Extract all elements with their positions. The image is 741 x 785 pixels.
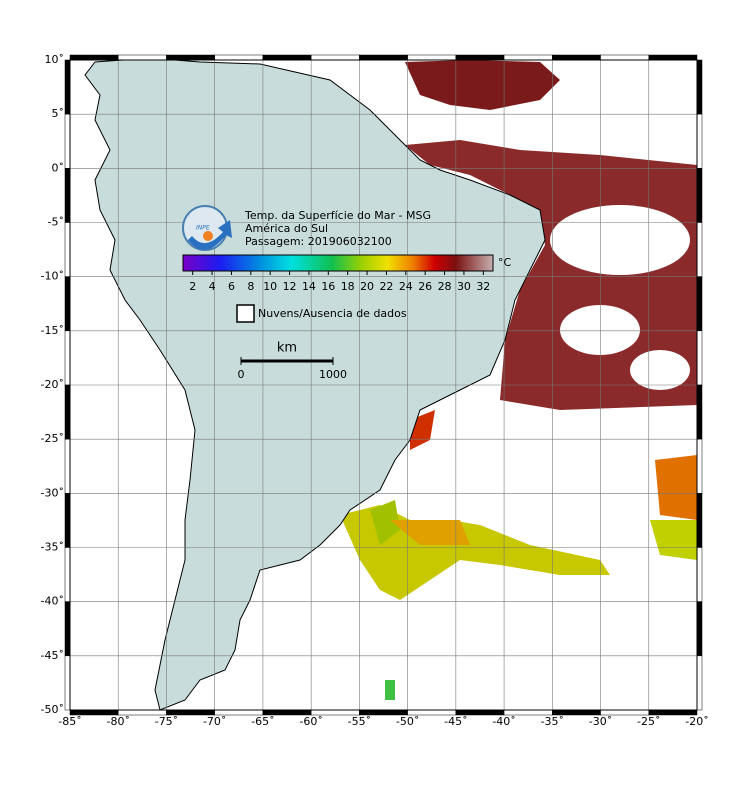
colorbar — [182, 254, 494, 272]
colorbar-label: 10 — [263, 280, 277, 293]
lon-label: -50˚ — [396, 715, 419, 728]
lon-label: -55˚ — [348, 715, 371, 728]
frame-bar — [64, 547, 71, 602]
frame-bar — [696, 276, 703, 332]
frame-bar — [64, 168, 71, 223]
colorbar-label: 4 — [209, 280, 216, 293]
frame-bar — [64, 222, 71, 277]
frame-bar — [552, 54, 601, 61]
colorbar-label: 32 — [476, 280, 490, 293]
lon-label: -30˚ — [589, 715, 612, 728]
colorbar-label: 24 — [399, 280, 413, 293]
colorbar-label: 16 — [321, 280, 335, 293]
frame-bar — [696, 384, 703, 440]
frame-bar — [64, 601, 71, 657]
frame-bar — [696, 59, 703, 115]
lon-label: -45˚ — [444, 715, 467, 728]
frame-bar — [696, 438, 703, 494]
lat-label: -15˚ — [41, 324, 64, 337]
lat-label: -5˚ — [48, 216, 64, 229]
lat-label: -25˚ — [41, 432, 64, 445]
lon-label: -35˚ — [541, 715, 564, 728]
region: América do Sul — [245, 222, 328, 235]
colorbar-label: 20 — [360, 280, 374, 293]
logo-text: INPE — [196, 225, 210, 232]
lat-label: -50˚ — [41, 703, 64, 716]
colorbar-label: 26 — [418, 280, 432, 293]
lon-label: -65˚ — [251, 715, 274, 728]
lat-label: -30˚ — [41, 486, 64, 499]
lat-label: -40˚ — [41, 595, 64, 608]
title: Temp. da Superfície do Mar - MSG — [244, 209, 431, 222]
colorbar-label: 30 — [457, 280, 471, 293]
frame-bar — [696, 330, 703, 386]
lat-label: -45˚ — [41, 649, 64, 662]
lon-label: -80˚ — [106, 715, 129, 728]
frame-bar — [600, 54, 650, 61]
legend-swatch — [236, 304, 255, 323]
frame-bar — [64, 330, 71, 386]
lon-label: -60˚ — [299, 715, 322, 728]
frame — [64, 54, 703, 716]
frame-bar — [166, 54, 215, 61]
frame-bar — [696, 547, 703, 602]
frame-bar — [64, 493, 71, 548]
frame-bar — [696, 222, 703, 277]
frame-bar — [503, 54, 553, 61]
frame-bar — [214, 54, 264, 61]
frame-bar — [648, 54, 698, 61]
frame-bar — [696, 168, 703, 223]
colorbar-label: 14 — [302, 280, 316, 293]
colorbar-ticks: 2 4 6 8 10 12 14 16 18 20 22 24 26 28 30 32 — [189, 271, 490, 293]
lat-label: 5˚ — [52, 107, 65, 120]
lon-label: -25˚ — [637, 715, 660, 728]
colorbar-label: 2 — [189, 280, 196, 293]
axis-labels: -85˚ -80˚ -75˚ -70˚ -65˚ -60˚ -55˚ -50˚ -45˚ -40˚… — [41, 53, 709, 728]
legend-label: Nuvens/Ausencia de dados — [258, 307, 407, 320]
frame-bar — [359, 54, 408, 61]
frame-bar — [455, 54, 505, 61]
frame-bar — [64, 59, 71, 115]
lat-label: -35˚ — [41, 541, 64, 554]
lat-label: 10˚ — [45, 53, 65, 66]
lon-label: -40˚ — [492, 715, 515, 728]
pass: Passagem: 201906032100 — [245, 235, 392, 248]
colorbar-label: 8 — [247, 280, 254, 293]
lat-label: -20˚ — [41, 378, 64, 391]
colorbar-label: 6 — [228, 280, 235, 293]
frame-bar — [262, 54, 312, 61]
frame-bar — [64, 113, 71, 169]
frame-bar — [69, 54, 119, 61]
lon-label: -85˚ — [58, 715, 81, 728]
logo: INPE — [182, 205, 232, 251]
frame-bar — [117, 54, 167, 61]
frame-bar — [64, 276, 71, 332]
lon-label: -75˚ — [155, 715, 178, 728]
scalebar: 0 1000 — [238, 357, 347, 381]
frame-bar — [64, 655, 71, 711]
lon-label: -70˚ — [203, 715, 226, 728]
colorbar-unit: °C — [498, 256, 512, 269]
frame-bar — [310, 54, 360, 61]
frame-bar — [696, 601, 703, 657]
lat-label: -10˚ — [41, 270, 64, 283]
colorbar-label: 18 — [341, 280, 355, 293]
colorbar-label: 28 — [438, 280, 452, 293]
frame-bar — [64, 384, 71, 440]
scalebar-label: 0 — [238, 368, 245, 381]
frame-bar — [407, 54, 457, 61]
frame-bar — [696, 493, 703, 548]
scalebar-label: 1000 — [319, 368, 347, 381]
lon-label: -20˚ — [685, 715, 708, 728]
colorbar-label: 12 — [283, 280, 297, 293]
frame-bar — [696, 655, 703, 711]
frame-border — [69, 59, 698, 711]
colorbar-label: 22 — [379, 280, 393, 293]
lat-label: 0˚ — [52, 161, 65, 174]
frame-bar — [696, 113, 703, 169]
scalebar-unit: km — [277, 341, 297, 356]
frame-bar — [64, 438, 71, 494]
